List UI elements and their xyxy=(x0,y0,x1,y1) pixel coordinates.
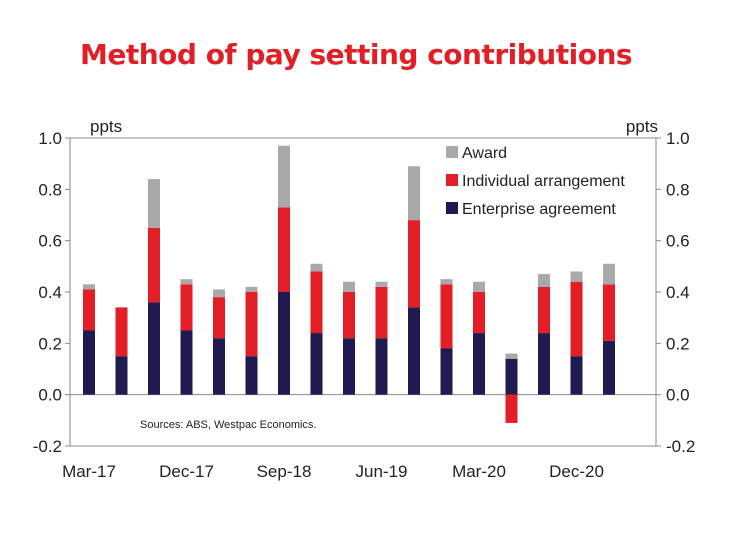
x-tick-label: Sep-18 xyxy=(257,462,312,481)
source-annotation: Sources: ABS, Westpac Economics. xyxy=(140,419,316,431)
y-tick-label-left: 0.8 xyxy=(38,180,62,199)
legend-label-enterprise-agreement: Enterprise agreement xyxy=(462,201,616,218)
bar-award-mar-17 xyxy=(83,284,95,290)
axes-group: 1.0 1.0 0.8 0.8 0.6 0.6 0.4 0.4 0.2 0.2 0.0 0.0 -0.2… xyxy=(33,129,696,481)
bar-award-sep-18 xyxy=(278,145,290,208)
bar-enterprise-agreement-mar-17 xyxy=(83,330,95,395)
y-tick-label-left: 1.0 xyxy=(38,129,62,148)
y-tick-label-left: 0.2 xyxy=(38,334,62,353)
bar-enterprise-agreement-sep-18 xyxy=(278,292,290,395)
y-tick-label-right: 0.8 xyxy=(666,180,690,199)
bar-enterprise-agreement-mar-21 xyxy=(603,340,615,395)
bar-enterprise-agreement-jun-18 xyxy=(245,356,258,395)
legend: Award Individual arrangement Enterprise ag… xyxy=(446,145,625,218)
legend-label-individual-arrangement: Individual arrangement xyxy=(462,173,625,190)
bar-enterprise-agreement-sep-19 xyxy=(408,307,420,395)
y-tick-label-right: 0.0 xyxy=(666,386,690,405)
y-tick-label-right: 0.2 xyxy=(666,334,690,353)
bar-individual-arrangement-mar-17 xyxy=(83,289,95,331)
y-tick-label-right: 1.0 xyxy=(666,129,690,148)
bar-enterprise-agreement-dec-17 xyxy=(180,330,193,395)
bar-award-dec-20 xyxy=(570,271,583,282)
y-tick-label-right: 0.4 xyxy=(666,283,690,302)
bar-individual-arrangement-dec-17 xyxy=(180,284,193,331)
bar-award-dec-19 xyxy=(440,279,453,285)
bar-enterprise-agreement-jun-20 xyxy=(505,358,518,395)
legend-swatch-award xyxy=(446,146,458,158)
bar-individual-arrangement-sep-20 xyxy=(538,286,550,334)
bar-award-mar-21 xyxy=(603,263,615,285)
legend-label-award: Award xyxy=(462,145,507,162)
bar-award-jun-18 xyxy=(245,286,258,292)
bar-individual-arrangement-mar-19 xyxy=(343,292,355,339)
bar-individual-arrangement-sep-19 xyxy=(408,220,420,308)
bar-enterprise-agreement-dec-19 xyxy=(440,348,453,395)
y-axis-unit-right: ppts xyxy=(626,117,658,136)
x-tick-label: Mar-17 xyxy=(62,462,116,481)
bar-enterprise-agreement-sep-17 xyxy=(148,302,160,395)
y-tick-label-left: 0.0 xyxy=(38,386,62,405)
bar-individual-arrangement-dec-20 xyxy=(570,281,583,357)
bar-award-jun-19 xyxy=(375,281,388,287)
bar-enterprise-agreement-jun-17 xyxy=(115,356,128,395)
chart-title: Method of pay setting contributions xyxy=(80,38,633,71)
bar-enterprise-agreement-mar-19 xyxy=(343,338,355,395)
bar-individual-arrangement-dec-19 xyxy=(440,284,453,349)
x-tick-label: Dec-20 xyxy=(549,462,604,481)
bar-individual-arrangement-mar-21 xyxy=(603,284,615,341)
x-tick-label: Dec-17 xyxy=(159,462,214,481)
bar-individual-arrangement-mar-18 xyxy=(213,297,225,339)
bar-award-dec-17 xyxy=(180,279,193,285)
y-tick-label-right: 0.6 xyxy=(666,232,690,251)
bar-award-mar-19 xyxy=(343,281,355,292)
y-tick-label-left: 0.4 xyxy=(38,283,62,302)
bar-enterprise-agreement-sep-20 xyxy=(538,333,550,395)
x-tick-label: Jun-19 xyxy=(356,462,408,481)
bar-individual-arrangement-jun-18 xyxy=(245,292,258,357)
bar-award-mar-20 xyxy=(473,281,485,292)
bars-group xyxy=(83,145,615,423)
bar-individual-arrangement-mar-20 xyxy=(473,292,485,334)
bar-award-sep-19 xyxy=(408,166,420,221)
y-tick-label-left: 0.6 xyxy=(38,232,62,251)
bar-award-sep-17 xyxy=(148,179,160,228)
y-axis-unit-left: ppts xyxy=(90,117,122,136)
x-tick-label: Mar-20 xyxy=(452,462,506,481)
bar-individual-arrangement-dec-18 xyxy=(310,271,323,334)
y-tick-label-right: -0.2 xyxy=(666,437,695,456)
bar-individual-arrangement-jun-17 xyxy=(115,307,128,357)
bar-individual-arrangement-sep-17 xyxy=(148,227,160,303)
bar-enterprise-agreement-dec-20 xyxy=(570,356,583,395)
bar-award-mar-18 xyxy=(213,289,225,298)
bar-award-dec-18 xyxy=(310,263,323,272)
y-tick-label-left: -0.2 xyxy=(33,437,62,456)
bar-enterprise-agreement-mar-20 xyxy=(473,333,485,395)
bar-individual-arrangement-jun-20 xyxy=(505,394,518,423)
bar-enterprise-agreement-mar-18 xyxy=(213,338,225,395)
bar-individual-arrangement-sep-18 xyxy=(278,207,290,292)
bar-enterprise-agreement-jun-19 xyxy=(375,338,388,395)
bar-individual-arrangement-jun-19 xyxy=(375,286,388,339)
bar-enterprise-agreement-dec-18 xyxy=(310,333,323,395)
bar-award-sep-20 xyxy=(538,274,550,287)
legend-swatch-individual-arrangement xyxy=(446,174,458,186)
legend-swatch-enterprise-agreement xyxy=(446,202,458,214)
bar-award-jun-20 xyxy=(505,353,518,359)
